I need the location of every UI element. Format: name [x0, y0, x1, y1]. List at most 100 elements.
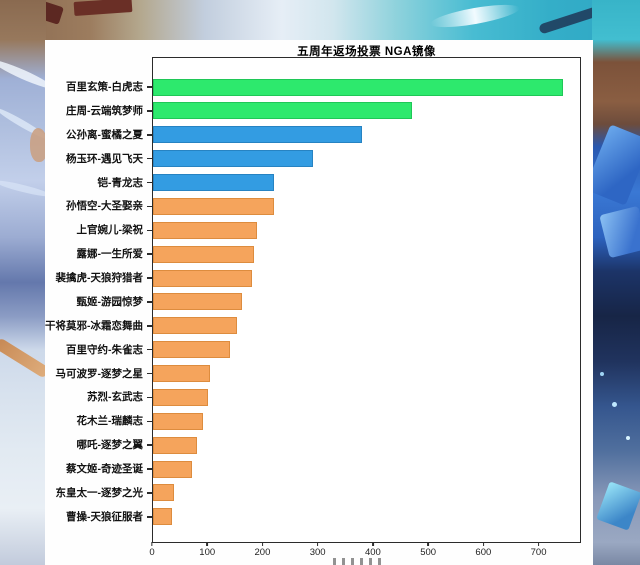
- x-tick-700: 700: [531, 542, 547, 558]
- x-tick-mark: [151, 542, 153, 546]
- bar-row: 曹操-天狼征服者: [66, 508, 580, 526]
- bar-row: 花木兰-瑞麟志: [77, 412, 580, 430]
- y-axis-tick: [147, 134, 152, 136]
- vote-bar: [153, 293, 243, 311]
- background-left-character: [0, 0, 46, 565]
- x-tick-label: 700: [530, 547, 547, 558]
- vote-bar: [153, 78, 564, 96]
- bar-row: 百里玄策-白虎志: [66, 78, 580, 96]
- category-label: 孙悟空-大圣娶亲: [66, 200, 143, 213]
- bar-row: 苏烈-玄武志: [87, 388, 580, 406]
- x-tick-label: 100: [199, 547, 216, 558]
- x-tick-label: 0: [149, 547, 155, 558]
- y-axis-tick: [147, 205, 152, 208]
- y-axis-tick: [147, 86, 152, 88]
- y-axis-tick: [147, 348, 152, 351]
- vote-bar: [153, 365, 211, 382]
- bar-row: 裴擒虎-天狼狩猎者: [56, 269, 580, 287]
- category-label: 百里玄策-白虎志: [66, 81, 143, 93]
- x-tick-300: 300: [310, 542, 326, 558]
- category-label: 干将莫邪-冰霜恋舞曲: [45, 319, 143, 332]
- x-tick-600: 600: [475, 542, 491, 558]
- x-tick-400: 400: [365, 542, 381, 558]
- plot-area: 百里玄策-白虎志 庄周-云端筑梦师 公孙离-蜜橘之夏 杨玉环-遇见飞天 铠-青龙志 孙悟空…: [45, 57, 581, 558]
- bar-rows: 百里玄策-白虎志 庄周-云端筑梦师 公孙离-蜜橘之夏 杨玉环-遇见飞天 铠-青龙志 孙悟空…: [45, 78, 580, 526]
- y-axis-tick: [147, 110, 152, 112]
- vote-bar: [153, 460, 192, 478]
- y-axis-tick: [147, 229, 152, 231]
- vote-bar: [153, 269, 253, 287]
- x-tick-mark: [261, 542, 264, 546]
- bar-row: 蔡文姬-奇迹圣诞: [66, 460, 580, 478]
- bar-row: 干将莫邪-冰霜恋舞曲: [45, 317, 580, 335]
- background-sparkle: [626, 436, 630, 440]
- x-tick-label: 400: [364, 547, 381, 558]
- background-sparkle: [612, 402, 617, 407]
- vote-bar: [153, 508, 172, 526]
- category-label: 上官婉儿-梁祝: [76, 224, 144, 237]
- y-axis-tick: [147, 253, 152, 255]
- category-label: 铠-青龙志: [97, 176, 144, 189]
- category-label: 露娜-一生所爱: [76, 248, 144, 261]
- vote-bar: [153, 174, 275, 191]
- y-axis-tick: [147, 444, 152, 446]
- vote-bar: [153, 412, 203, 430]
- category-label: 曹操-天狼征服者: [66, 510, 143, 523]
- vote-bar: [153, 484, 174, 502]
- background-dark-slash: [538, 3, 608, 35]
- bar-row: 上官婉儿-梁祝: [77, 221, 580, 239]
- x-tick-200: 200: [255, 542, 270, 558]
- category-label: 百里守约-朱雀志: [66, 343, 143, 356]
- x-tick-0: 0: [149, 542, 155, 558]
- x-tick-100: 100: [199, 542, 215, 558]
- category-label: 马可波罗-逐梦之星: [55, 367, 144, 380]
- x-tick-mark: [372, 542, 374, 546]
- y-axis-tick: [147, 372, 152, 375]
- x-tick-mark: [482, 542, 485, 546]
- category-label: 杨玉环-遇见飞天: [66, 152, 143, 165]
- category-label: 花木兰-瑞麟志: [76, 415, 144, 428]
- background-crystal-shard: [596, 481, 640, 531]
- vote-bar: [153, 388, 208, 406]
- vote-bar: [153, 317, 238, 335]
- bar-row: 马可波罗-逐梦之星: [56, 365, 580, 383]
- vote-bar: [153, 436, 198, 454]
- vote-bar: [153, 245, 254, 263]
- background-maroon-shape: [26, 0, 64, 25]
- chart-title: 五周年返场投票 NGA镜像: [297, 46, 436, 58]
- bar-row: 孙悟空-大圣娶亲: [66, 197, 580, 215]
- bar-row: 公孙离-蜜橘之夏: [66, 126, 580, 144]
- background-light-swirl: [429, 0, 521, 32]
- category-label: 蔡文姬-奇迹圣诞: [66, 463, 143, 475]
- bar-row: 哪吒-逐梦之翼: [77, 436, 580, 454]
- x-axis-ticks: 0 100 200 300 400 500 600 700: [149, 542, 580, 565]
- background-crystal-shard: [599, 205, 640, 259]
- y-axis-tick: [147, 277, 152, 279]
- bar-row: 甄姬-游园惊梦: [77, 293, 580, 311]
- background-maroon-shape: [73, 0, 133, 17]
- clipped-axis-label: [333, 558, 385, 565]
- bar-row: 铠-青龙志: [98, 174, 580, 192]
- vote-bar: [153, 126, 363, 144]
- bar-row: 百里守约-朱雀志: [66, 341, 580, 359]
- background-sparkle: [600, 372, 604, 376]
- y-axis-tick: [147, 181, 152, 184]
- vote-bar: [153, 221, 257, 239]
- bar-row: 露娜-一生所爱: [77, 245, 580, 263]
- category-label: 苏烈-玄武志: [87, 391, 143, 404]
- background-hair-highlight: [0, 105, 50, 142]
- background-orange-streak: [0, 337, 51, 379]
- y-axis-tick: [147, 420, 152, 422]
- x-tick-label: 600: [475, 547, 492, 558]
- category-label: 公孙离-蜜橘之夏: [66, 128, 143, 141]
- bar-row: 东皇太一-逐梦之光: [56, 484, 580, 502]
- vote-bar: [153, 102, 412, 120]
- x-tick-500: 500: [420, 542, 436, 558]
- y-axis-tick: [147, 516, 152, 518]
- y-axis-tick: [147, 396, 152, 399]
- vote-bar: [153, 150, 313, 168]
- vote-bar: [153, 341, 231, 359]
- x-tick-mark: [206, 542, 208, 546]
- chart-panel: 五周年返场投票 NGA镜像 百里玄策-白虎志 庄周-云端筑梦师 公孙离-蜜橘之夏 杨玉…: [45, 40, 593, 565]
